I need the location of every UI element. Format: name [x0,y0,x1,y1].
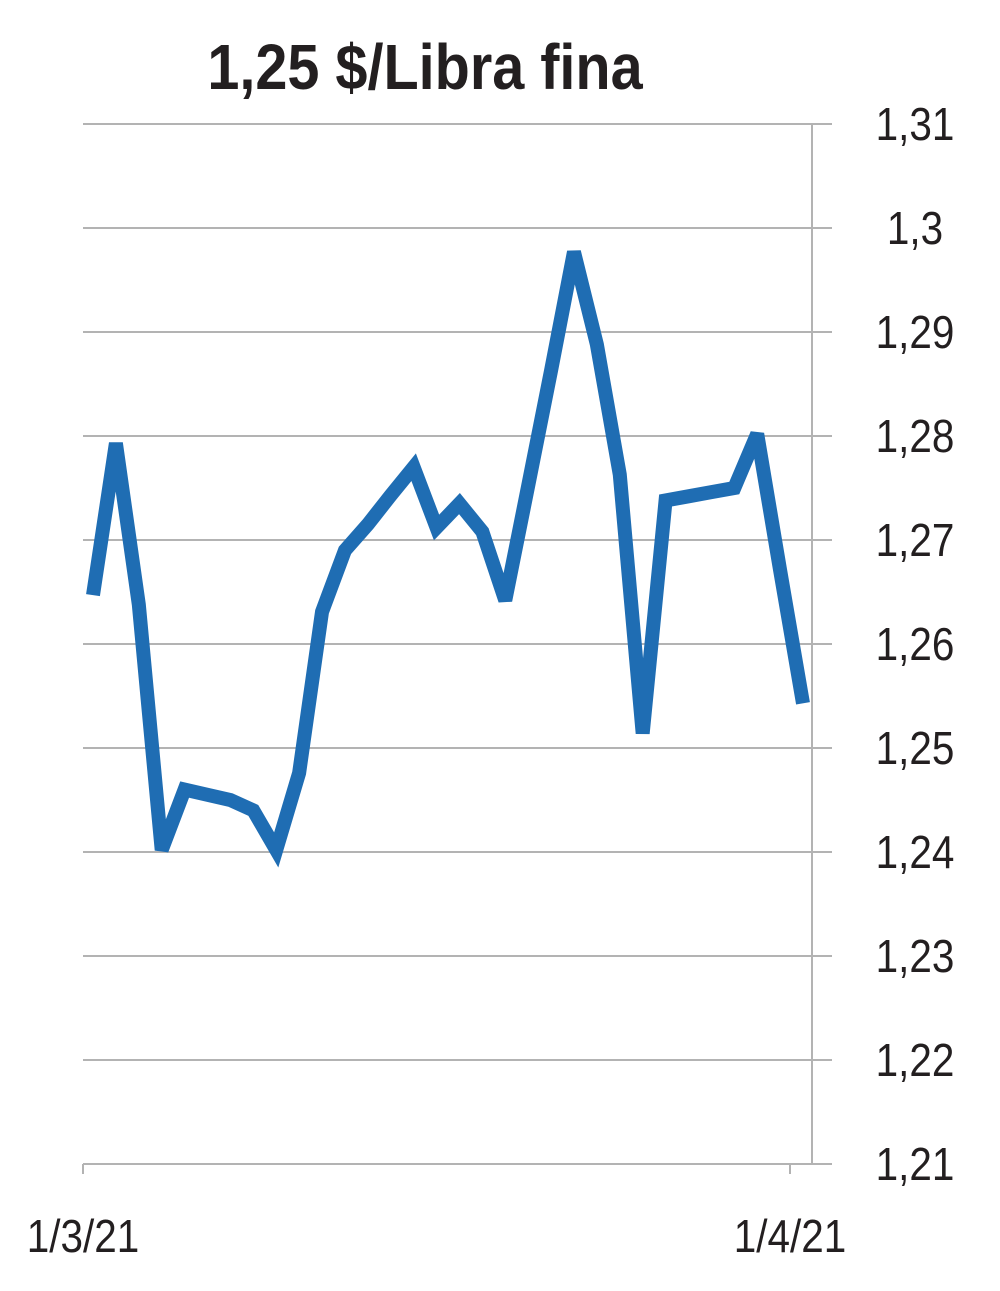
y-tick-label: 1,26 [876,620,955,671]
y-tick-label: 1,27 [876,516,955,567]
y-tick-label: 1,25 [876,724,955,775]
y-tick-label: 1,23 [876,932,955,983]
y-tick-label: 1,21 [876,1140,955,1191]
x-tick-label: 1/3/21 [27,1212,140,1263]
line-series [86,250,810,868]
y-tick-label: 1,22 [876,1036,955,1087]
y-tick-label: 1,31 [876,100,955,151]
y-tick-label: 1,29 [876,308,955,359]
chart-title: 1,25 $/Libra fina [207,31,643,102]
y-tick-label: 1,3 [887,204,943,255]
y-tick-label: 1,24 [876,828,955,879]
y-tick-label: 1,28 [876,412,955,463]
x-tick-label: 1/4/21 [734,1212,847,1263]
